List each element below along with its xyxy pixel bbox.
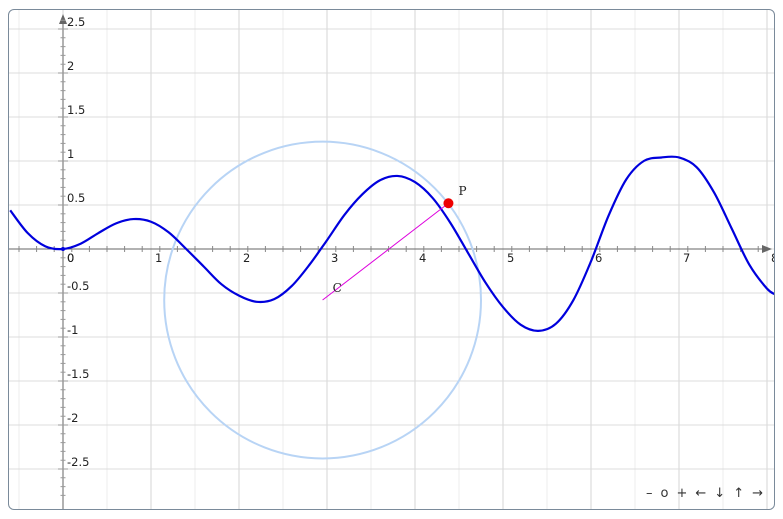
y-tick-label: 2 bbox=[67, 59, 74, 73]
grid bbox=[9, 10, 774, 509]
pan-left-button[interactable]: ← bbox=[695, 486, 707, 501]
tick-labels: 0123456782.521.510.5-0.5-1-1.5-2-2.50 bbox=[67, 15, 775, 469]
point-c-label: C bbox=[333, 281, 342, 295]
function-curve bbox=[9, 155, 774, 332]
y-tick-label: -2 bbox=[67, 411, 78, 425]
origin-label: 0 bbox=[67, 251, 74, 265]
y-axis-arrow-icon bbox=[59, 14, 67, 24]
x-tick-label: 3 bbox=[331, 251, 338, 265]
x-tick-label: 5 bbox=[507, 251, 514, 265]
zoom-out-button[interactable]: – bbox=[646, 486, 653, 501]
construction: PC bbox=[9, 140, 774, 460]
pan-right-button[interactable]: → bbox=[752, 486, 763, 501]
y-tick-label: -1 bbox=[67, 323, 78, 337]
pan-down-button[interactable]: ↓ bbox=[714, 486, 726, 501]
x-tick-label: 8 bbox=[771, 251, 775, 265]
x-tick-label: 2 bbox=[243, 251, 250, 265]
x-tick-label: 7 bbox=[683, 251, 690, 265]
y-tick-label: -0.5 bbox=[67, 279, 89, 293]
axes bbox=[9, 14, 772, 509]
segment-cp bbox=[322, 202, 449, 301]
zoom-reset-button[interactable]: o bbox=[660, 486, 669, 501]
x-tick-label: 0 bbox=[67, 251, 74, 265]
y-tick-label: 0.5 bbox=[67, 191, 85, 205]
x-axis-arrow-icon bbox=[762, 245, 772, 253]
y-tick-label: 1.5 bbox=[67, 103, 85, 117]
y-tick-label: -1.5 bbox=[67, 367, 89, 381]
y-tick-label: 1 bbox=[67, 147, 74, 161]
graph-board[interactable]: 0123456782.521.510.5-0.5-1-1.5-2-2.50 PC… bbox=[8, 9, 775, 510]
point-p-label: P bbox=[458, 184, 466, 198]
origin-point bbox=[61, 247, 65, 251]
zoom-in-button[interactable]: + bbox=[676, 486, 688, 501]
x-tick-label: 1 bbox=[155, 251, 162, 265]
plot-canvas[interactable]: 0123456782.521.510.5-0.5-1-1.5-2-2.50 PC bbox=[9, 10, 775, 510]
x-tick-label: 4 bbox=[419, 251, 426, 265]
circle-shape bbox=[163, 140, 482, 460]
navigation-bar: – o + ← ↓ ↑ → bbox=[645, 486, 764, 501]
x-tick-label: 6 bbox=[595, 251, 602, 265]
y-tick-label: 2.5 bbox=[67, 15, 85, 29]
y-tick-label: -2.5 bbox=[67, 455, 89, 469]
point-p[interactable] bbox=[443, 198, 454, 209]
pan-up-button[interactable]: ↑ bbox=[733, 486, 745, 501]
